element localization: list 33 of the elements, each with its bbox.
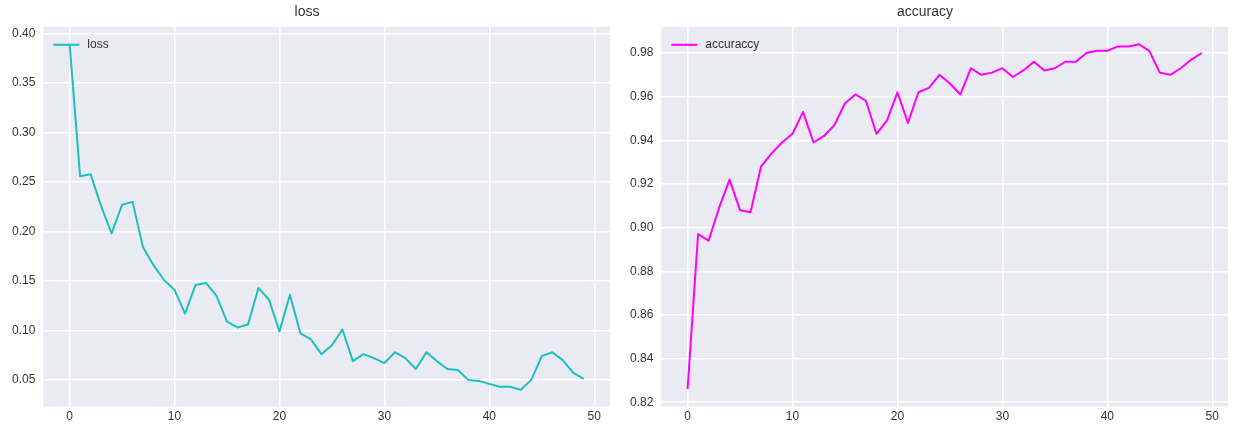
y-tick-label: 0.94 — [630, 132, 654, 147]
x-tick-label: 10 — [785, 409, 800, 424]
x-tick-label: 40 — [1100, 409, 1115, 424]
x-tick-label: 40 — [482, 409, 497, 424]
y-tick-label: 0.30 — [12, 124, 36, 139]
y-tick-label: 0.35 — [12, 75, 36, 90]
y-tick-label: 0.20 — [12, 223, 36, 238]
y-tick-label: 0.88 — [630, 263, 654, 278]
legend-label: accuraccy — [705, 37, 760, 52]
x-tick-label: 0 — [66, 409, 74, 424]
y-tick-label: 0.40 — [12, 26, 36, 41]
y-tick-label: 0.98 — [630, 45, 654, 60]
y-tick-label: 0.92 — [630, 176, 654, 191]
x-tick-label: 50 — [587, 409, 602, 424]
chart-title: accuracy — [896, 3, 954, 20]
x-tick-label: 0 — [684, 409, 692, 424]
x-tick-label: 10 — [167, 409, 182, 424]
y-tick-label: 0.82 — [630, 394, 654, 409]
y-tick-label: 0.10 — [12, 322, 36, 337]
y-tick-label: 0.86 — [630, 307, 654, 322]
y-tick-label: 0.25 — [12, 174, 36, 189]
x-tick-label: 30 — [995, 409, 1010, 424]
y-tick-label: 0.84 — [630, 350, 654, 365]
y-tick-label: 0.05 — [12, 372, 36, 387]
y-tick-label: 0.96 — [630, 88, 654, 103]
x-tick-label: 50 — [1205, 409, 1220, 424]
legend-label: loss — [87, 37, 109, 52]
chart-title: loss — [294, 3, 320, 20]
x-tick-label: 30 — [377, 409, 392, 424]
y-tick-label: 0.90 — [630, 219, 654, 234]
x-tick-label: 20 — [272, 409, 287, 424]
x-tick-label: 20 — [890, 409, 905, 424]
y-tick-label: 0.15 — [12, 273, 36, 288]
